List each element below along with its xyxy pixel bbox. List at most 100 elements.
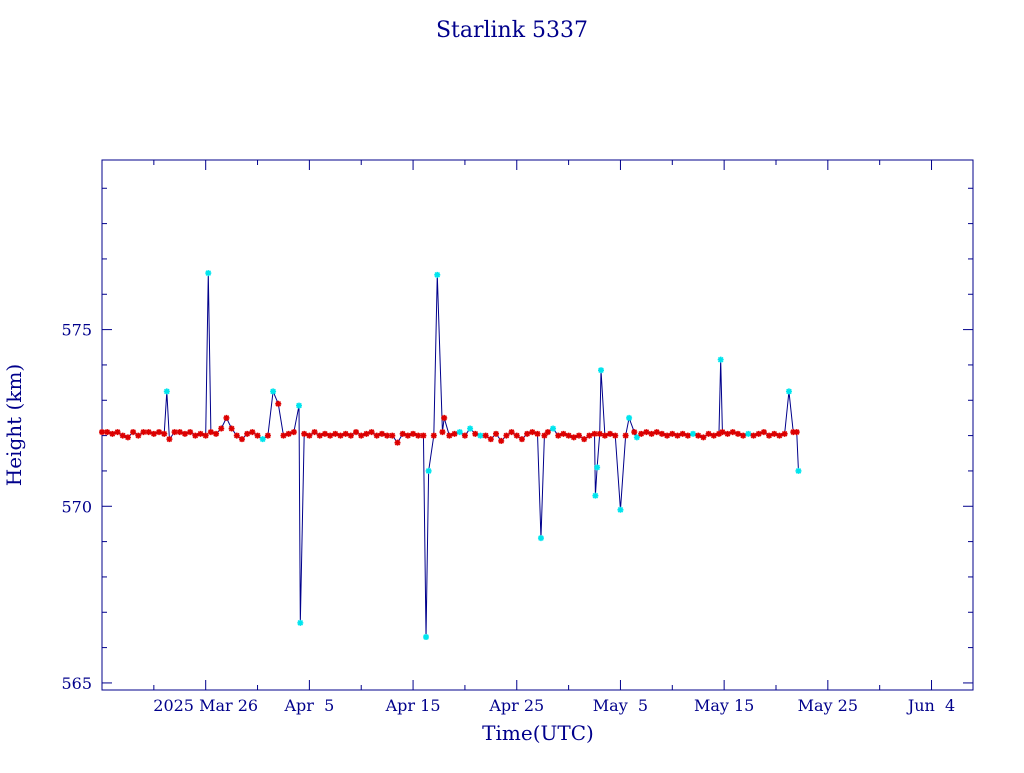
data-point xyxy=(503,432,510,439)
data-point xyxy=(700,434,707,441)
data-point-anomaly xyxy=(717,356,724,363)
x-tick-label: Apr 25 xyxy=(488,696,544,715)
data-points xyxy=(99,270,802,640)
data-point xyxy=(591,430,598,437)
data-point xyxy=(612,432,619,439)
data-point xyxy=(316,432,323,439)
data-point xyxy=(695,432,702,439)
data-point xyxy=(337,432,344,439)
data-point-anomaly xyxy=(296,402,303,409)
data-point xyxy=(378,430,385,437)
data-point xyxy=(202,432,209,439)
y-tick-label: 565 xyxy=(61,674,92,693)
data-point-anomaly xyxy=(425,467,432,474)
data-point xyxy=(332,430,339,437)
data-point-anomaly xyxy=(434,271,441,278)
data-point xyxy=(166,436,173,443)
data-point xyxy=(679,430,686,437)
data-point xyxy=(275,400,282,407)
data-point-anomaly xyxy=(594,464,601,471)
data-point xyxy=(601,432,608,439)
data-point-anomaly xyxy=(785,388,792,395)
data-point xyxy=(461,432,468,439)
data-point-anomaly xyxy=(456,429,463,436)
data-point xyxy=(197,430,204,437)
data-point xyxy=(638,430,645,437)
data-point xyxy=(187,429,194,436)
data-point xyxy=(244,430,251,437)
data-point xyxy=(487,436,494,443)
data-point xyxy=(119,432,126,439)
data-point xyxy=(513,432,520,439)
data-point xyxy=(586,432,593,439)
data-point xyxy=(498,437,505,444)
data-point xyxy=(415,432,422,439)
x-tick-labels: 2025 Mar 26 Apr 5 Apr 15 Apr 25 May 5 May 15 M… xyxy=(153,696,955,715)
data-point-anomaly xyxy=(205,270,212,277)
data-point xyxy=(373,432,380,439)
series-line xyxy=(102,273,799,638)
data-point xyxy=(99,429,105,436)
data-point xyxy=(176,429,183,436)
data-point xyxy=(347,432,354,439)
data-point xyxy=(555,432,562,439)
data-point xyxy=(724,430,731,437)
data-point xyxy=(130,429,137,436)
data-point xyxy=(750,432,757,439)
data-point xyxy=(446,432,453,439)
data-point xyxy=(150,430,157,437)
data-point xyxy=(114,429,121,436)
data-point xyxy=(420,432,427,439)
data-point xyxy=(280,432,287,439)
data-point xyxy=(631,429,638,436)
data-point-anomaly xyxy=(633,434,640,441)
data-point xyxy=(264,432,271,439)
data-point xyxy=(156,429,163,436)
data-point xyxy=(285,430,292,437)
x-axis-label: Time(UTC) xyxy=(482,721,594,745)
data-point xyxy=(776,432,783,439)
data-point xyxy=(658,430,665,437)
data-point xyxy=(560,430,567,437)
data-point xyxy=(238,436,245,443)
data-point xyxy=(301,430,308,437)
data-point xyxy=(368,429,375,436)
data-point xyxy=(254,432,261,439)
data-point xyxy=(161,430,168,437)
data-point xyxy=(705,430,712,437)
data-point xyxy=(249,429,256,436)
data-point xyxy=(394,439,401,446)
data-point xyxy=(306,432,313,439)
data-point-anomaly xyxy=(598,367,605,374)
data-point xyxy=(451,430,458,437)
data-point-anomaly xyxy=(477,432,484,439)
data-point xyxy=(771,430,778,437)
y-tick-label: 570 xyxy=(61,497,92,516)
data-point xyxy=(534,430,541,437)
x-tick-label: Jun 4 xyxy=(906,696,955,715)
y-tick-labels: 565 570 575 xyxy=(61,321,92,693)
data-point xyxy=(596,430,603,437)
data-point xyxy=(233,432,240,439)
data-point xyxy=(109,430,116,437)
data-point xyxy=(171,429,178,436)
x-tick-label: Apr 15 xyxy=(385,696,441,715)
data-point xyxy=(674,432,681,439)
data-point xyxy=(648,430,655,437)
data-point xyxy=(493,430,500,437)
data-point xyxy=(529,429,536,436)
chart-title: Starlink 5337 xyxy=(436,18,588,43)
data-point xyxy=(404,432,411,439)
data-point-anomaly xyxy=(690,430,697,437)
data-point xyxy=(781,430,788,437)
data-point-anomaly xyxy=(626,414,633,421)
data-point xyxy=(643,429,650,436)
data-point-anomaly xyxy=(423,634,430,640)
data-point xyxy=(181,430,188,437)
data-point xyxy=(755,430,762,437)
data-point-anomaly xyxy=(795,467,802,474)
y-axis-label: Height (km) xyxy=(2,364,26,486)
data-point xyxy=(290,429,297,436)
x-tick-label: May 25 xyxy=(798,696,858,715)
data-point xyxy=(104,429,111,436)
